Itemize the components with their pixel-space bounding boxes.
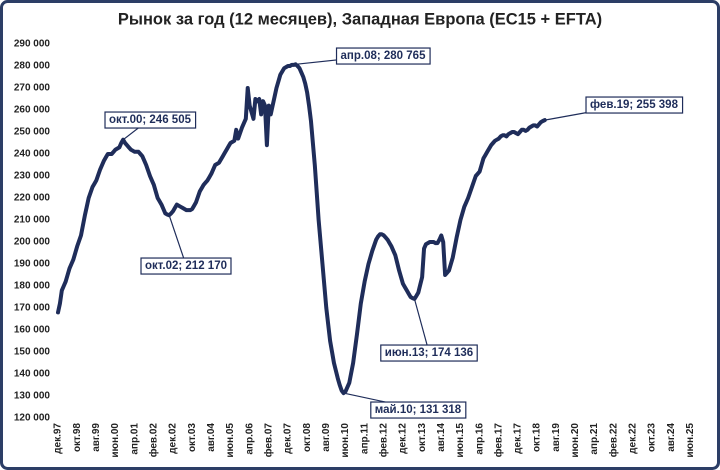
x-tick-label: апр.01 <box>129 423 140 455</box>
x-tick-label: авг.99 <box>91 423 102 452</box>
x-tick-label: июн.05 <box>225 423 236 458</box>
x-tick-label: фев.12 <box>377 423 389 458</box>
x-tick-label: дек.22 <box>628 423 639 454</box>
x-tick-label: авг.19 <box>551 423 562 452</box>
x-tick-label: фев.02 <box>147 423 159 458</box>
annotation-label: июн.13; 174 136 <box>385 347 473 359</box>
annotation: окт.00; 246 505 <box>104 111 197 141</box>
annotation: окт.02; 212 170 <box>140 215 232 275</box>
x-tick-label: окт.08 <box>302 423 313 452</box>
x-tick-label: авг.24 <box>666 423 677 452</box>
x-tick-label: окт.23 <box>647 423 658 452</box>
annotation-leader <box>168 215 187 266</box>
y-tick-label: 140 000 <box>14 369 51 380</box>
annotation-box <box>104 111 197 129</box>
annotation: июн.13; 174 136 <box>380 298 478 362</box>
annotation-label: окт.00; 246 505 <box>109 114 192 126</box>
y-tick-label: 280 000 <box>14 61 51 72</box>
x-tick-label: дек.07 <box>283 423 294 454</box>
y-tick-label: 170 000 <box>14 303 51 314</box>
y-tick-label: 220 000 <box>14 193 51 204</box>
x-tick-label: авг.14 <box>436 423 447 452</box>
annotation-label: апр.08; 280 765 <box>341 50 427 62</box>
y-tick-label: 250 000 <box>14 127 51 138</box>
x-tick-label: дек.12 <box>398 423 409 454</box>
data-line <box>56 62 547 396</box>
annotation-box <box>585 96 684 114</box>
annotation-box <box>370 401 467 419</box>
x-tick-label: апр.16 <box>474 423 485 455</box>
x-tick-label: авг.09 <box>321 423 332 452</box>
chart-title: Рынок за год (12 месяцев), Западная Евро… <box>118 10 602 28</box>
y-tick-label: 160 000 <box>14 325 51 336</box>
x-tick-label: апр.21 <box>589 423 600 455</box>
annotation-label: окт.02; 212 170 <box>145 260 227 272</box>
y-tick-label: 270 000 <box>14 83 51 94</box>
y-tick-label: 210 000 <box>14 215 51 226</box>
x-tick-label: июн.20 <box>570 423 581 458</box>
x-tick-label: июн.10 <box>340 423 351 458</box>
y-tick-label: 230 000 <box>14 171 51 182</box>
x-tick-label: июн.00 <box>110 423 121 458</box>
annotation: фев.19; 255 398 <box>544 96 684 121</box>
x-tick-label: фев.07 <box>262 423 274 458</box>
x-tick-label: авг.04 <box>206 423 217 452</box>
x-tick-label: окт.03 <box>187 423 198 452</box>
annotation-label: май.10; 131 318 <box>375 404 462 416</box>
annotation-box <box>380 344 478 362</box>
x-tick-label: дек.97 <box>53 423 64 454</box>
annotation: май.10; 131 318 <box>343 392 467 419</box>
annotation-label: фев.19; 255 398 <box>590 99 679 111</box>
x-tick-label: апр.06 <box>244 423 255 455</box>
x-tick-label: фев.22 <box>607 423 619 458</box>
annotation-box <box>335 47 431 65</box>
y-tick-label: 190 000 <box>14 259 51 270</box>
x-tick-label: дек.02 <box>168 423 179 454</box>
x-tick-label: окт.98 <box>72 423 83 452</box>
annotation-box <box>140 257 232 275</box>
y-tick-label: 260 000 <box>14 105 51 116</box>
y-tick-label: 290 000 <box>14 39 51 50</box>
x-tick-label: июн.15 <box>455 423 466 458</box>
y-tick-label: 120 000 <box>14 413 51 424</box>
x-tick-label: апр.11 <box>359 423 370 454</box>
y-tick-label: 240 000 <box>14 149 51 160</box>
x-tick-label: дек.17 <box>513 423 524 454</box>
y-tick-label: 130 000 <box>14 391 51 402</box>
annotation: апр.08; 280 765 <box>295 47 431 65</box>
x-tick-label: июн.25 <box>685 423 696 458</box>
x-tick-label: окт.13 <box>417 423 428 452</box>
y-tick-label: 150 000 <box>14 347 51 358</box>
x-tick-label: окт.18 <box>532 423 543 452</box>
y-tick-label: 200 000 <box>14 237 51 248</box>
annotation-leader <box>413 298 430 353</box>
x-tick-label: фев.17 <box>492 423 504 458</box>
y-tick-label: 180 000 <box>14 281 51 292</box>
